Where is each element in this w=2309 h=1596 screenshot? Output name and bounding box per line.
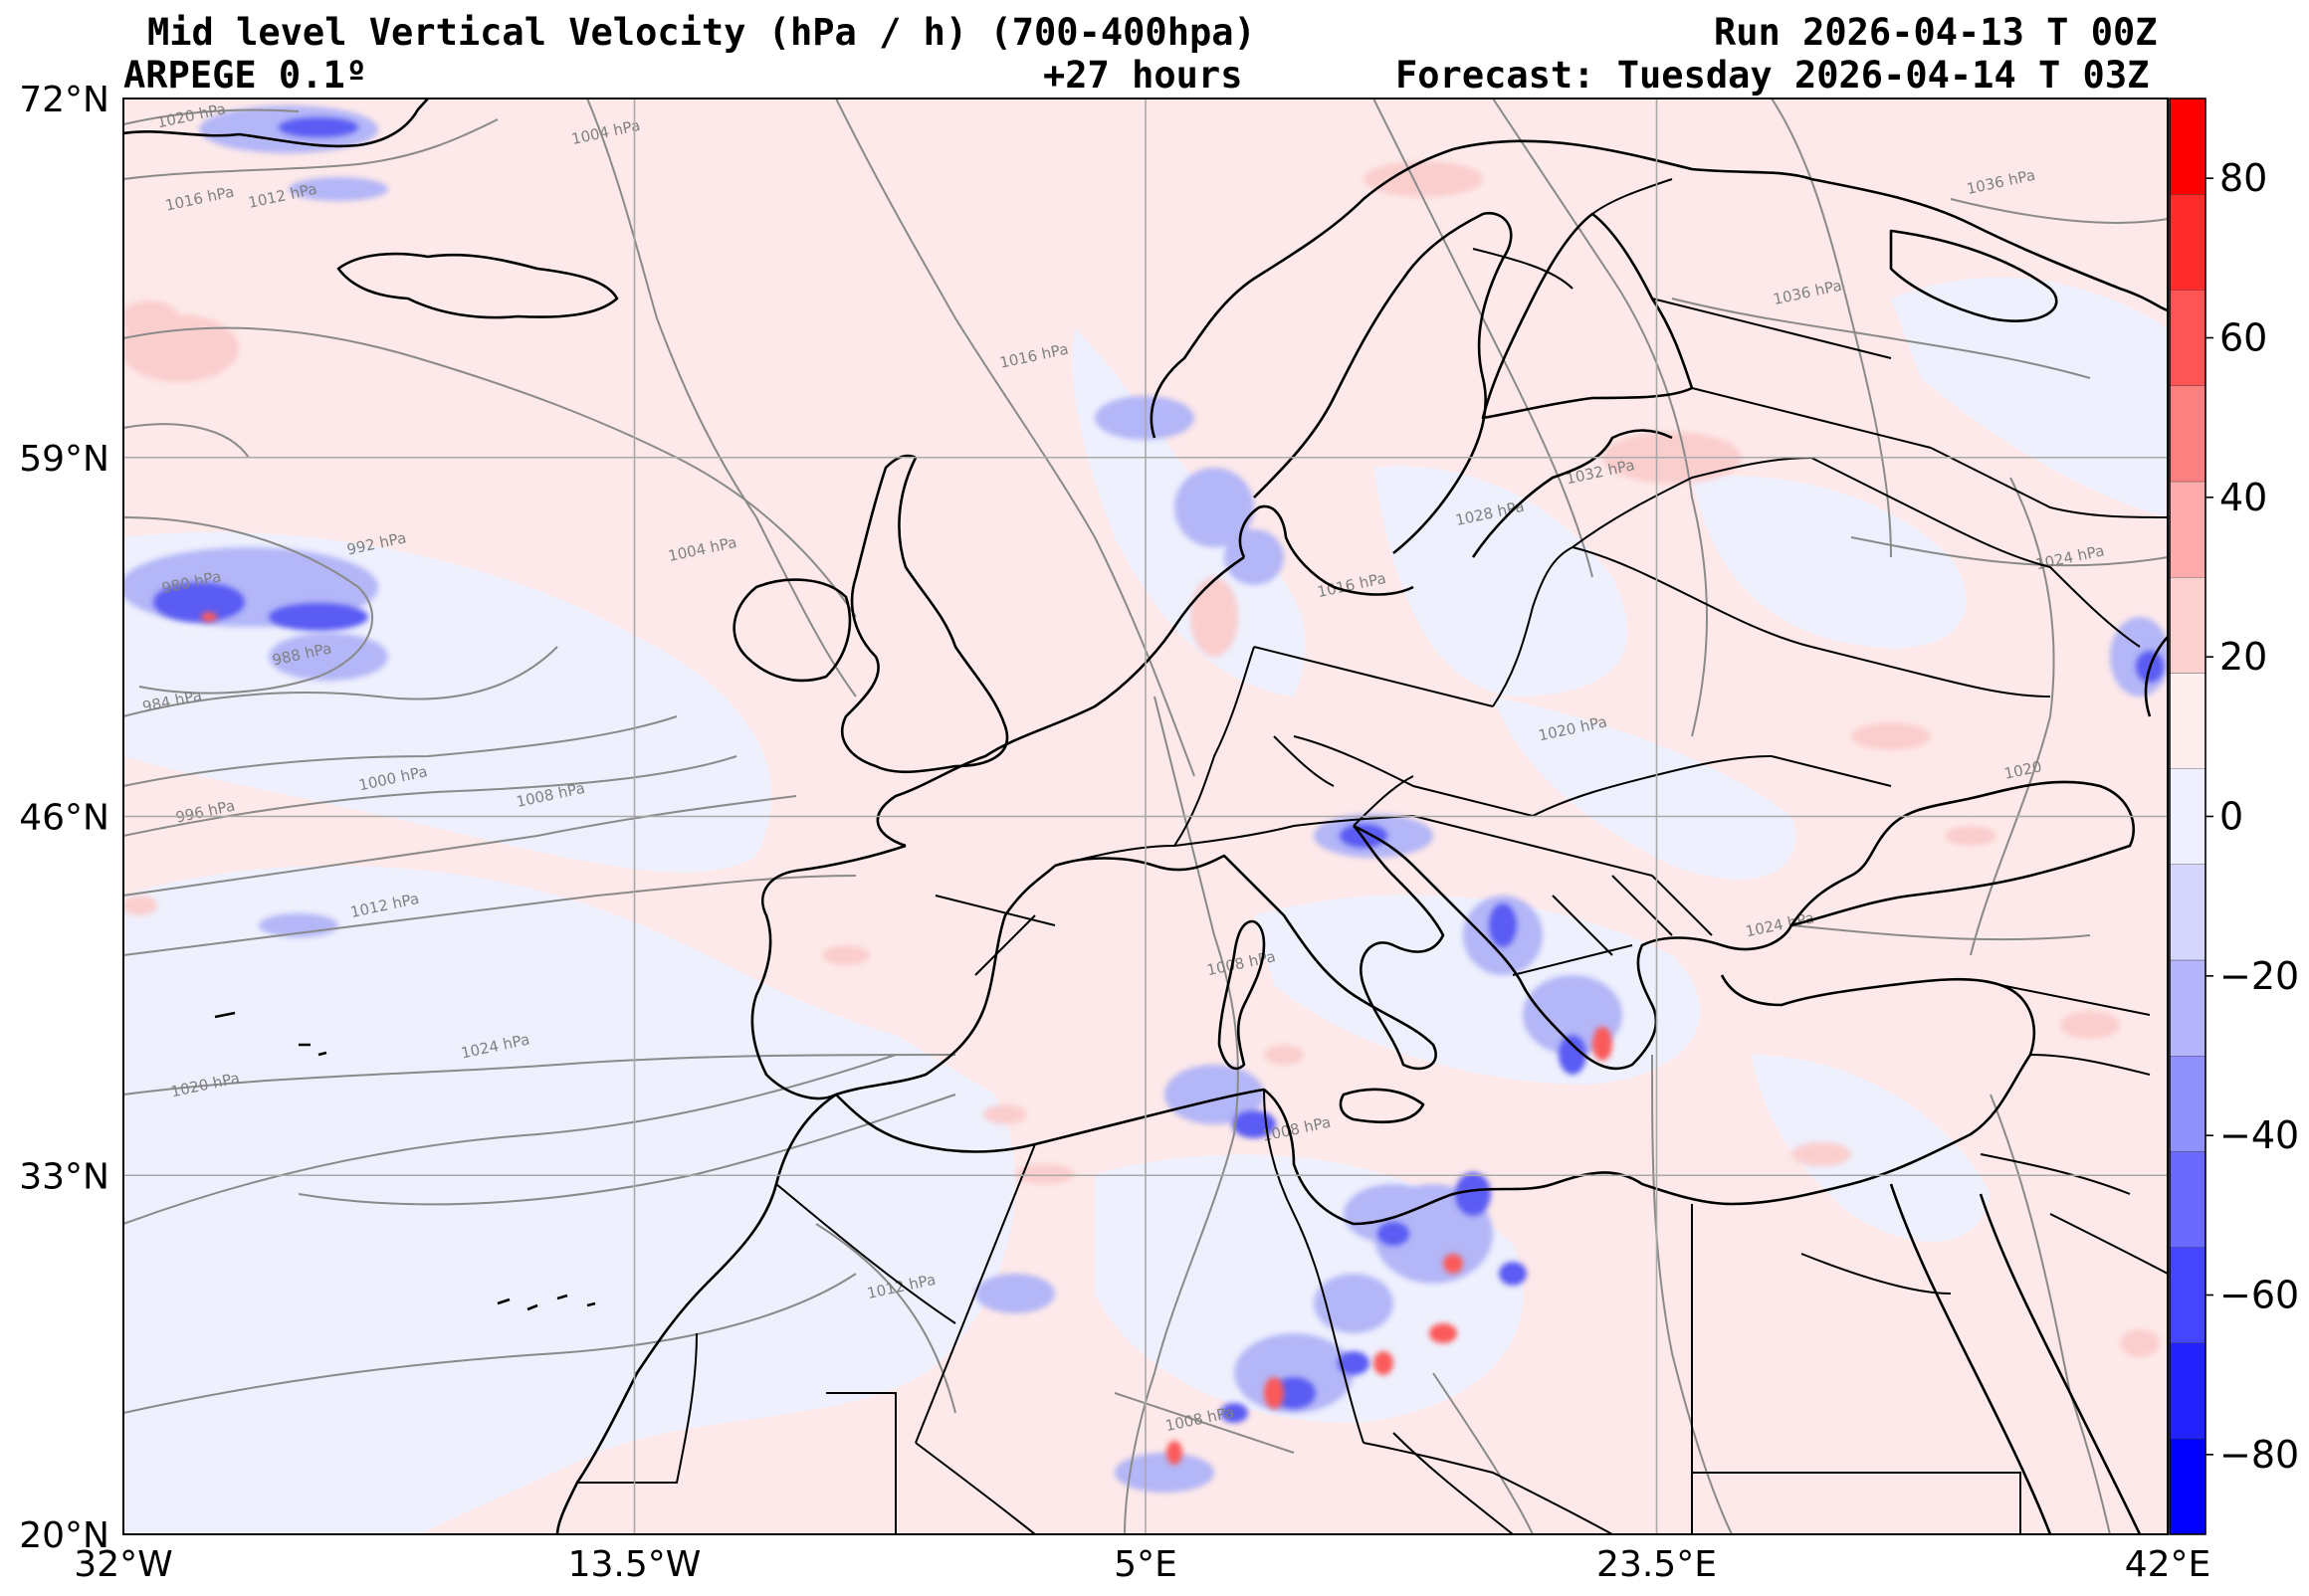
colorbar-tick-label: −20 bbox=[2219, 954, 2299, 998]
forecast-valid-time: Forecast: Tuesday 2026-04-14 T 03Z bbox=[1395, 54, 2150, 97]
colorbar-tick-label: 80 bbox=[2219, 156, 2267, 200]
colorbar-segment bbox=[2170, 864, 2205, 960]
forecast-lead-time: +27 hours bbox=[1043, 54, 1243, 97]
colorbar-segment bbox=[2170, 577, 2205, 674]
colorbar-segment bbox=[2170, 768, 2205, 865]
lon-tick-label: 23.5°E bbox=[1596, 1544, 1717, 1585]
lat-tick-label: 72°N bbox=[19, 80, 109, 120]
colorbar: 80 60 40 20 0 −20 −40 −60 −80 bbox=[2169, 98, 2299, 1535]
red-sea-coast bbox=[1889, 1183, 2052, 1534]
norway-coast bbox=[1150, 139, 1812, 439]
colorbar-segments bbox=[2170, 98, 2205, 1534]
map-frame bbox=[122, 98, 2169, 1535]
denmark-coast bbox=[1238, 504, 1414, 596]
run-time: Run 2026-04-13 T 00Z bbox=[1714, 11, 2158, 54]
sweden-baltic-coast bbox=[1253, 211, 1513, 555]
levant-turkey-coast bbox=[1720, 974, 2035, 1206]
lat-tick-labels: 72°N 59°N 46°N 33°N 20°N bbox=[19, 80, 109, 1556]
colorbar-tick-label: 40 bbox=[2219, 476, 2267, 519]
lon-tick-label: 5°E bbox=[1114, 1544, 1177, 1585]
colorbar-segment bbox=[2170, 673, 2205, 769]
colorbar-tick-label: −40 bbox=[2219, 1113, 2299, 1157]
lon-tick-labels: 32°W 13.5°W 5°E 23.5°E 42°E bbox=[74, 1544, 2210, 1585]
colorbar-segment bbox=[2170, 481, 2205, 577]
great-britain-coast bbox=[840, 454, 1009, 774]
black-sea-coast bbox=[1789, 780, 2135, 927]
adriatic-balkan-coast bbox=[1353, 824, 1793, 1071]
red-sea-east-coast bbox=[1979, 1193, 2142, 1534]
finland-coast bbox=[1481, 212, 1694, 420]
colorbar-segment bbox=[2170, 290, 2205, 386]
colorbar-tick-label: −60 bbox=[2219, 1274, 2299, 1317]
caspian-coast bbox=[2144, 636, 2168, 717]
lon-tick-label: 32°W bbox=[74, 1544, 172, 1585]
colorbar-segment bbox=[2170, 1151, 2205, 1248]
lon-tick-label: 13.5°W bbox=[568, 1544, 702, 1585]
netherlands-france-coast bbox=[876, 555, 1245, 848]
colorbar-segment bbox=[2170, 385, 2205, 482]
whitesea-coast bbox=[1889, 229, 2058, 322]
lat-tick-label: 20°N bbox=[19, 1515, 109, 1556]
iceland-coast bbox=[336, 252, 619, 319]
iberia-coast bbox=[750, 844, 1056, 1100]
graticule bbox=[123, 99, 2168, 1534]
colorbar-tick-label: 0 bbox=[2219, 795, 2243, 839]
colorbar-tick-label: 60 bbox=[2219, 316, 2267, 360]
kola-coast bbox=[1810, 177, 2168, 312]
baltic-states-coast bbox=[1471, 429, 1673, 558]
isobars bbox=[123, 99, 2168, 1534]
strong-descent-shading bbox=[201, 612, 1612, 1465]
greenland-coast bbox=[123, 99, 429, 148]
country-borders bbox=[577, 178, 2168, 1534]
corsica-sardinia-coast bbox=[1217, 919, 1266, 1071]
colorbar-segment bbox=[2170, 959, 2205, 1056]
lat-tick-label: 33°N bbox=[19, 1156, 109, 1197]
colorbar-segment bbox=[2170, 1247, 2205, 1343]
moderate-descent-shading bbox=[123, 161, 2160, 1357]
canary-islands bbox=[497, 1294, 596, 1311]
colorbar-segment bbox=[2170, 1056, 2205, 1152]
colorbar-segment bbox=[2170, 1342, 2205, 1439]
coastlines bbox=[123, 99, 2168, 1534]
ireland-coast bbox=[733, 578, 852, 683]
lat-tick-label: 59°N bbox=[19, 439, 109, 480]
model-name: ARPEGE 0.1º bbox=[123, 54, 368, 97]
colorbar-tick-label: −80 bbox=[2219, 1433, 2299, 1477]
colorbar-tick-label: 20 bbox=[2219, 635, 2267, 679]
sicily-coast bbox=[1339, 1088, 1425, 1124]
north-africa-coast bbox=[835, 1088, 1733, 1226]
colorbar-ticks: 80 60 40 20 0 −20 −40 −60 −80 bbox=[2205, 156, 2299, 1477]
colorbar-segment bbox=[2170, 194, 2205, 291]
map-title: Mid level Vertical Velocity (hPa / h) (7… bbox=[147, 11, 1256, 54]
france-italy-med-coast bbox=[1054, 825, 1445, 1071]
madeira-azores bbox=[214, 1011, 327, 1057]
lon-tick-label: 42°E bbox=[2125, 1544, 2211, 1585]
lat-tick-label: 46°N bbox=[19, 798, 109, 839]
colorbar-segment bbox=[2170, 99, 2205, 195]
colorbar-segment bbox=[2170, 1438, 2205, 1534]
